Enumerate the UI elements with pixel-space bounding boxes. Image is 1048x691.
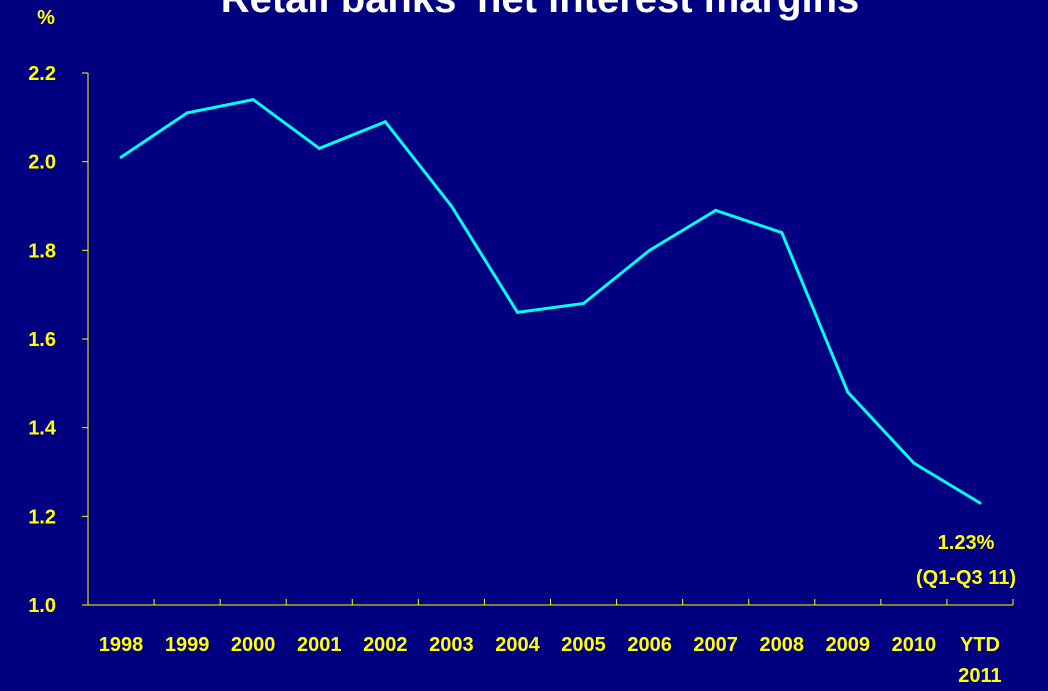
chart-title: Retail banks' net interest margins	[221, 0, 860, 21]
annotation-period: (Q1-Q3 11)	[916, 567, 1016, 589]
x-tick-label: 2008	[760, 634, 805, 656]
x-tick-label: 2001	[297, 634, 342, 656]
x-tick-label: 2002	[363, 634, 408, 656]
x-tick-labels: 1998 1999 2000 2001 2002 2003 2004 2005 2006 2007…	[99, 634, 1002, 687]
data-point	[185, 111, 189, 115]
data-point	[648, 248, 652, 252]
data-point	[714, 208, 718, 212]
axes	[82, 72, 1014, 606]
data-point	[515, 310, 519, 314]
x-tick-label: 2005	[561, 634, 606, 656]
data-point	[846, 390, 850, 394]
annotation-value: 1.23%	[938, 532, 995, 554]
y-tick-labels: 1.0 1.2 1.4 1.6 1.8 2.0 2.2	[28, 63, 57, 617]
data-point	[780, 231, 784, 235]
y-tick-label: 1.8	[28, 240, 56, 262]
series-group	[119, 97, 982, 505]
y-tick-label: 1.2	[28, 506, 56, 528]
data-point	[449, 204, 453, 208]
data-point	[119, 155, 123, 159]
y-tick-label: 2.2	[28, 63, 56, 85]
data-point	[383, 120, 387, 124]
y-tick-label: 1.0	[28, 595, 56, 617]
data-point	[251, 98, 255, 102]
data-point	[317, 146, 321, 150]
x-tick-label: 2004	[495, 634, 540, 656]
x-tick-label: 2009	[826, 634, 871, 656]
y-tick-label: 1.6	[28, 329, 56, 351]
annotation-group: 1.23% (Q1-Q3 11)	[916, 532, 1016, 589]
data-point	[978, 501, 982, 505]
y-tick-label: 2.0	[28, 152, 56, 174]
x-tick-label: 2003	[429, 634, 474, 656]
x-tick-label: YTD 2011	[958, 634, 1001, 687]
x-tick-label: 2006	[627, 634, 672, 656]
data-point	[912, 461, 916, 465]
y-tick-label: 1.4	[28, 418, 57, 440]
x-tick-label: 2010	[892, 634, 937, 656]
x-tick-label: 2007	[693, 634, 738, 656]
x-tick-label: 1998	[99, 634, 144, 656]
x-tick-label: 2000	[231, 634, 276, 656]
series-line	[120, 97, 981, 505]
data-point	[582, 302, 586, 306]
y-axis-unit-label: %	[37, 7, 55, 29]
x-tick-label: 1999	[165, 634, 210, 656]
